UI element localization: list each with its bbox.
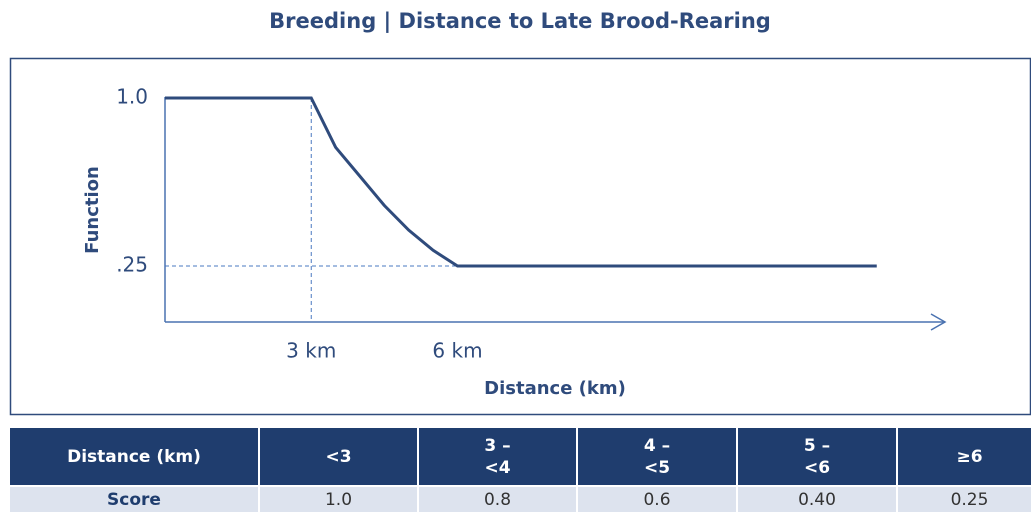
header-text: 4 – <5 — [643, 435, 671, 478]
header-cell: Distance (km) — [10, 428, 260, 486]
header-cell: <3 — [259, 428, 419, 486]
header-text: Distance (km) — [67, 446, 201, 467]
x-axis-label: Distance (km) — [484, 378, 626, 399]
header-cell: 4 – <5 — [577, 428, 738, 486]
table-cell: 0.25 — [897, 485, 1031, 512]
header-text: 3 – <4 — [484, 435, 511, 478]
header-cell: 3 – <4 — [418, 428, 578, 486]
x-axis-arrow — [930, 313, 947, 331]
chart-frame — [9, 57, 1031, 416]
header-text: 5 – <6 — [803, 435, 831, 478]
table-cell: 0.6 — [577, 485, 738, 512]
y-tick-label: .25 — [116, 253, 148, 277]
table-cell: 0.40 — [737, 485, 898, 512]
series-line — [165, 96, 877, 268]
header-text: <3 — [325, 446, 352, 467]
header-row: Distance (km) <3 3 – <4 4 – <5 5 – <6 ≥6 — [10, 428, 1031, 486]
score-table: Distance (km) <3 3 – <4 4 – <5 5 – <6 ≥6 Score… — [10, 428, 1031, 512]
header-cell: 5 – <6 — [737, 428, 898, 486]
table-body: Score 1.0 0.8 0.6 0.40 0.25 — [10, 485, 1031, 512]
table-cell: 1.0 — [259, 485, 419, 512]
y-axis-label: Function — [82, 166, 103, 254]
table-cell: 0.8 — [418, 485, 578, 512]
table-row: Score 1.0 0.8 0.6 0.40 0.25 — [10, 485, 1031, 512]
chart: Breeding | Distance to Late Brood-Rearin… — [9, 9, 1031, 416]
chart-title: Breeding | Distance to Late Brood-Rearin… — [269, 9, 771, 34]
header-text: ≥6 — [956, 446, 983, 467]
x-tick-label: 6 km — [432, 339, 482, 363]
header-cell: ≥6 — [897, 428, 1031, 486]
x-tick-label: 3 km — [286, 339, 336, 363]
table-cell: Score — [10, 485, 260, 512]
y-tick-label: 1.0 — [116, 85, 148, 109]
